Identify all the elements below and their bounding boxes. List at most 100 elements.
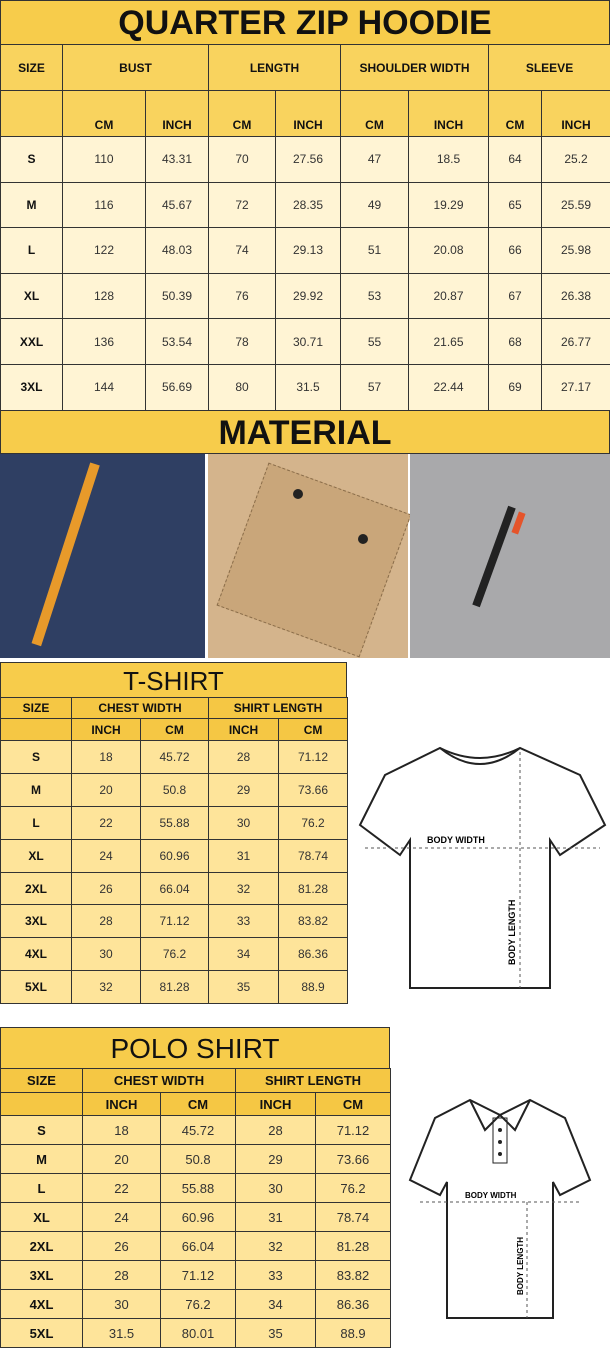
group-header: LENGTH [208, 44, 342, 91]
value-cell: 71.12 [139, 904, 210, 939]
unit-header: INCH [408, 90, 490, 137]
zip-pocket [472, 505, 516, 608]
value-cell: 29.92 [275, 272, 342, 320]
value-cell: 26.77 [541, 318, 610, 365]
table-row: XL 24 60.96 31 78.74 [0, 838, 349, 873]
size-header: SIZE [0, 1068, 83, 1093]
value-cell: 69 [488, 363, 543, 411]
table-row: 3XL 28 71.12 33 83.82 [0, 904, 349, 939]
table-row: 4XL 30 76.2 34 86.36 [0, 937, 349, 972]
value-cell: 35 [208, 970, 280, 1005]
value-cell: 30 [235, 1173, 316, 1203]
table-row: 2XL 26 66.04 32 81.28 [0, 1231, 391, 1261]
group-header: SHOULDER WIDTH [340, 44, 490, 91]
blank-header [0, 90, 63, 137]
value-cell: 116 [62, 181, 146, 229]
value-cell: 22 [82, 1173, 161, 1203]
value-cell: 76.2 [278, 805, 349, 840]
size-cell: S [0, 740, 72, 774]
size-cell: 4XL [0, 937, 72, 972]
value-cell: 122 [62, 227, 146, 274]
value-cell: 30 [71, 937, 141, 972]
value-cell: 26 [82, 1231, 161, 1261]
table-row: S 18 45.72 28 71.12 [0, 1115, 391, 1145]
group-header: SLEEVE [488, 44, 610, 91]
group-header: CHEST WIDTH [70, 697, 210, 719]
table-row: M 116 45.67 72 28.35 49 19.29 65 25.59 [0, 181, 610, 229]
value-cell: 74 [208, 227, 277, 274]
value-cell: 19.29 [408, 181, 490, 229]
tshirt-title: T-SHIRT [0, 662, 347, 698]
tshirt-diagram: BODY WIDTH BODY LENGTH [358, 746, 607, 989]
value-cell: 76.2 [315, 1173, 391, 1203]
value-cell: 50.39 [144, 272, 210, 320]
unit-header: CM [315, 1092, 391, 1116]
value-cell: 32 [208, 871, 280, 906]
value-cell: 88.9 [278, 970, 349, 1005]
unit-header: CM [160, 1092, 236, 1116]
table-row: M 20 50.8 29 73.66 [0, 1144, 391, 1174]
value-cell: 22 [71, 805, 141, 840]
value-cell: 80.01 [160, 1318, 236, 1348]
value-cell: 25.59 [541, 181, 610, 229]
table-row: M 20 50.8 29 73.66 [0, 772, 349, 807]
value-cell: 81.28 [278, 871, 349, 906]
material-title: MATERIAL [0, 410, 610, 454]
value-cell: 29 [235, 1144, 316, 1174]
value-cell: 86.36 [315, 1289, 391, 1319]
size-cell: XL [0, 1202, 83, 1232]
value-cell: 53.54 [144, 318, 210, 365]
value-cell: 83.82 [315, 1260, 391, 1290]
value-cell: 26 [71, 871, 141, 906]
value-cell: 60.96 [139, 838, 210, 873]
value-cell: 73.66 [278, 772, 349, 807]
value-cell: 25.2 [541, 136, 610, 183]
unit-header: INCH [235, 1092, 316, 1116]
value-cell: 28 [208, 740, 280, 774]
size-cell: 5XL [0, 1318, 83, 1348]
unit-header: INCH [144, 90, 210, 137]
value-cell: 31.5 [275, 363, 342, 411]
value-cell: 43.31 [144, 136, 210, 183]
unit-header: CM [340, 90, 410, 137]
value-cell: 32 [235, 1231, 316, 1261]
value-cell: 70 [208, 136, 277, 183]
value-cell: 78.74 [278, 838, 349, 873]
value-cell: 57 [340, 363, 410, 411]
size-cell: L [0, 1173, 83, 1203]
value-cell: 83.82 [278, 904, 349, 939]
value-cell: 20.08 [408, 227, 490, 274]
value-cell: 25.98 [541, 227, 610, 274]
value-cell: 64 [488, 136, 543, 183]
table-row: 3XL 28 71.12 33 83.82 [0, 1260, 391, 1290]
value-cell: 55.88 [160, 1173, 236, 1203]
size-cell: L [0, 805, 72, 840]
table-row: S 18 45.72 28 71.12 [0, 740, 349, 774]
size-cell: S [0, 136, 63, 183]
size-header: SIZE [0, 697, 72, 719]
value-cell: 31 [208, 838, 280, 873]
value-cell: 30 [208, 805, 280, 840]
value-cell: 86.36 [278, 937, 349, 972]
value-cell: 48.03 [144, 227, 210, 274]
flap-pocket [216, 462, 412, 658]
value-cell: 66.04 [139, 871, 210, 906]
value-cell: 50.8 [139, 772, 210, 807]
size-cell: 5XL [0, 970, 72, 1005]
size-cell: L [0, 227, 63, 274]
value-cell: 27.17 [541, 363, 610, 411]
size-cell: XL [0, 272, 63, 320]
value-cell: 21.65 [408, 318, 490, 365]
value-cell: 81.28 [139, 970, 210, 1005]
tshirt-size-table: SIZE CHEST WIDTH SHIRT LENGTH INCH CM INCH CM S… [0, 697, 349, 1005]
size-cell: 3XL [0, 363, 63, 411]
value-cell: 51 [340, 227, 410, 274]
size-cell: XXL [0, 318, 63, 365]
value-cell: 18 [82, 1115, 161, 1145]
unit-header: INCH [275, 90, 342, 137]
value-cell: 49 [340, 181, 410, 229]
value-cell: 28 [71, 904, 141, 939]
value-cell: 31.5 [82, 1318, 161, 1348]
value-cell: 18 [71, 740, 141, 774]
unit-header: CM [62, 90, 146, 137]
